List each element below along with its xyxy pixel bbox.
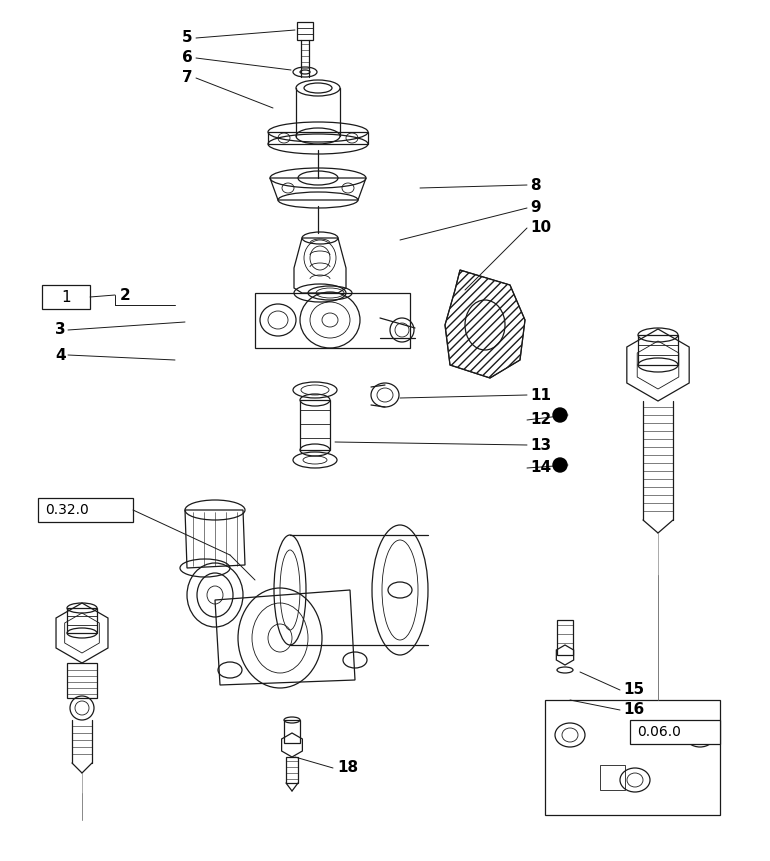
Text: 18: 18 <box>337 760 358 776</box>
Text: 13: 13 <box>530 437 551 453</box>
Text: 3: 3 <box>55 323 65 338</box>
Text: 14: 14 <box>530 461 551 475</box>
Bar <box>42 285 90 309</box>
Text: 2: 2 <box>120 288 131 303</box>
Text: 0.06.0: 0.06.0 <box>637 725 681 739</box>
Text: 15: 15 <box>623 683 644 697</box>
Text: 6: 6 <box>182 51 192 65</box>
Text: 10: 10 <box>530 220 551 236</box>
Text: 9: 9 <box>530 201 541 215</box>
Text: 8: 8 <box>530 177 541 193</box>
Bar <box>630 720 720 744</box>
Circle shape <box>553 408 567 422</box>
Text: 7: 7 <box>182 71 192 85</box>
Text: 4: 4 <box>55 348 65 362</box>
Text: 1: 1 <box>61 289 71 305</box>
Text: 5: 5 <box>182 30 192 46</box>
Circle shape <box>553 458 567 472</box>
Text: 11: 11 <box>530 387 551 402</box>
Text: 0.32.0: 0.32.0 <box>45 503 89 517</box>
Bar <box>38 498 133 522</box>
Text: 16: 16 <box>623 703 644 717</box>
Text: 12: 12 <box>530 412 551 428</box>
